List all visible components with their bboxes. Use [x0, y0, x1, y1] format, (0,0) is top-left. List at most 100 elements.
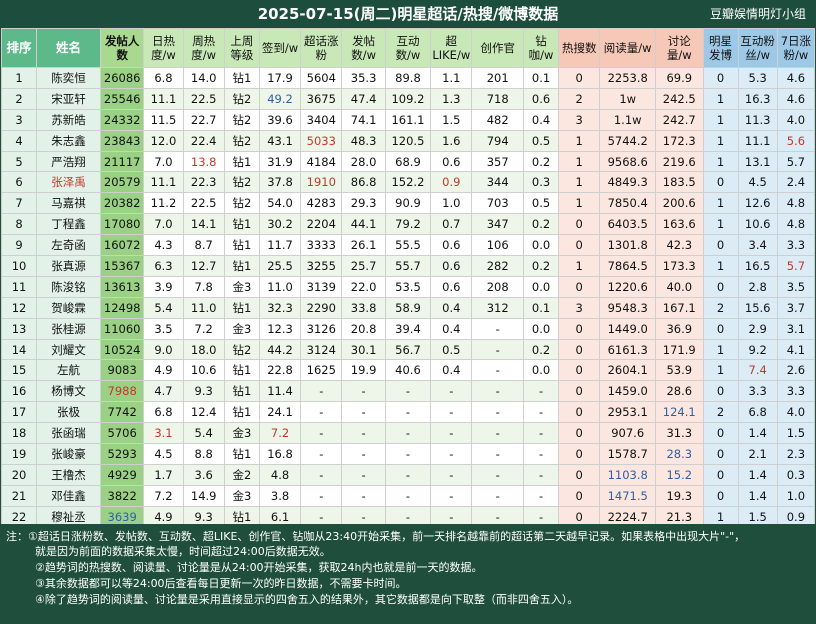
table-cell: 钻2: [223, 171, 260, 194]
table-row[interactable]: 15 左航 9083 4.9 10.6 钻1 22.8 1625 19.9 40.6 0.4-0.0…: [0, 359, 816, 382]
name-cell: 张桂源: [36, 317, 102, 340]
table-cell: 4.8: [776, 192, 816, 215]
table-cell: 0.6: [430, 275, 473, 298]
table-cell: 30.1: [341, 338, 386, 361]
table-cell: -: [430, 401, 473, 424]
column-header[interactable]: 超LIKE/w: [430, 28, 473, 68]
table-row[interactable]: 3 苏新皓 24332 11.5 22.7 钻2 39.6 3404 74.1 161.1 1.5 4…: [0, 108, 816, 131]
table-cell: 7: [0, 192, 38, 215]
table-cell: 13.1: [737, 150, 778, 173]
table-cell: 钻1: [223, 401, 260, 424]
table-cell: 0: [558, 380, 601, 403]
table-cell: -: [341, 484, 386, 507]
column-header[interactable]: 发帖数/w: [341, 28, 386, 68]
table-cell: 31.3: [655, 422, 704, 445]
table-cell: 4.1: [776, 338, 816, 361]
table-row[interactable]: 8 丁程鑫 17080 7.0 14.1 钻1 30.2 2204 44.1 79.2 0.7 347…: [0, 213, 816, 236]
table-cell: 4.0: [776, 401, 816, 424]
table-cell: 29.3: [341, 192, 386, 215]
table-cell: 7.8: [182, 275, 225, 298]
table-cell: 9548.3: [599, 296, 657, 319]
column-header[interactable]: 周热度/w: [182, 28, 225, 68]
table-row[interactable]: 18 张函瑞 5706 3.1 5.4 金3 7.2- - - - - -0 907.6 31.3 0 1.4…: [0, 422, 816, 445]
table-cell: 5.7: [776, 255, 816, 277]
table-cell: 49.2: [258, 87, 302, 110]
column-header[interactable]: 发帖人数: [100, 28, 145, 68]
table-cell: 3333: [300, 234, 343, 257]
table-cell: 19: [0, 443, 38, 465]
table-cell: 0.0: [522, 317, 560, 340]
note-line: ②趋势词的热搜数、阅读量、讨论量是从24:00开始采集，获取24h内也就是前一天…: [35, 561, 483, 574]
table-cell: 9.3: [182, 380, 225, 403]
table-cell: 0.6: [430, 255, 473, 277]
column-header[interactable]: 超话涨粉: [300, 28, 343, 68]
table-row[interactable]: 21 邓佳鑫 3822 7.2 14.9 金3 3.8- - - - - -0 1471.5 19.3 0 1…: [0, 484, 816, 507]
column-header[interactable]: 阅读量/w: [599, 28, 657, 68]
table-cell: -: [522, 443, 560, 465]
table-cell: 58.9: [384, 296, 432, 319]
table-row[interactable]: 22 穆祉丞 3639 4.9 9.3 钻1 6.1- - - - - -0 2224.7 21.3 1 1.…: [0, 505, 816, 528]
table-cell: 26.1: [341, 234, 386, 257]
table-cell: 3.3: [737, 380, 778, 403]
column-header[interactable]: 姓名: [36, 28, 102, 68]
table-row[interactable]: 14 刘耀文 10524 9.0 18.0 钻2 44.2 3124 30.1 56.7 0.5-0…: [0, 338, 816, 361]
table-cell: 0.3: [776, 463, 816, 486]
column-header[interactable]: 签到/w: [258, 28, 302, 68]
table-cell: 0.9: [430, 171, 473, 194]
table-row[interactable]: 7 马嘉祺 20382 11.2 22.5 钻2 54.0 4283 29.3 90.9 1.0 70…: [0, 192, 816, 215]
table-cell: 7850.4: [599, 192, 657, 215]
table-row[interactable]: 6 张泽禹 20579 11.1 22.3 钻2 37.8 1910 86.8 152.2 0.9 3…: [0, 171, 816, 194]
column-header[interactable]: 明星发博: [702, 28, 739, 68]
table-row[interactable]: 1 陈奕恒 26086 6.8 14.0 钻1 17.9 5604 35.3 89.8 1.1 201…: [0, 67, 816, 89]
table-cell: 钻1: [223, 359, 260, 382]
table-cell: 1.5: [737, 505, 778, 528]
table-cell: 7.2: [258, 422, 302, 445]
table-row[interactable]: 20 王橹杰 4929 1.7 3.6 金2 4.8- - - - - -0 1103.8 15.2 0 1.…: [0, 463, 816, 486]
table-row[interactable]: 13 张桂源 11060 3.5 7.2 金3 12.3 3126 20.8 39.4 0.4-0.…: [0, 317, 816, 340]
table-cell: 171.9: [655, 338, 704, 361]
page-title: 2025-07-15(周二)明星超话/热搜/微博数据: [257, 5, 559, 23]
table-cell: 90.9: [384, 192, 432, 215]
table-cell: 1.0: [776, 484, 816, 507]
table-row[interactable]: 9 左奇函 16072 4.3 8.7 钻1 11.7 3333 26.1 55.5 0.6 106 0…: [0, 234, 816, 257]
table-cell: 22.8: [258, 359, 302, 382]
column-header[interactable]: 互动数/w: [384, 28, 432, 68]
table-cell: 357: [471, 150, 524, 173]
table-cell: 312: [471, 296, 524, 319]
table-row[interactable]: 11 陈浚铭 13613 3.9 7.8 金3 11.0 3139 22.0 53.5 0.6 208…: [0, 275, 816, 298]
table-cell: 2290: [300, 296, 343, 319]
column-header[interactable]: 热搜数: [558, 28, 601, 68]
column-header[interactable]: 讨论量/w: [655, 28, 704, 68]
table-row[interactable]: 2 宋亚轩 25546 11.1 22.5 钻2 49.2 3675 47.4 109.2 1.3 7…: [0, 87, 816, 110]
column-header[interactable]: 互动粉丝/w: [737, 28, 778, 68]
table-cell: 0: [702, 317, 739, 340]
table-cell: 242.5: [655, 87, 704, 110]
table-row[interactable]: 17 张极 7742 6.8 12.4 钻1 24.1- - - - - -0 2953.1 124.1 2…: [0, 401, 816, 424]
table-row[interactable]: 5 严浩翔 21117 7.0 13.8 钻1 31.9 4184 28.0 68.9 0.6 357…: [0, 150, 816, 173]
table-row[interactable]: 16 杨博文 7988 4.7 9.3 钻1 11.4- - - - - -0 1459.0 28.6 0 3…: [0, 380, 816, 403]
table-cell: 3124: [300, 338, 343, 361]
column-header[interactable]: 7日涨粉/w: [776, 28, 816, 68]
table-cell: 12.7: [182, 255, 225, 277]
table-cell: 39.4: [384, 317, 432, 340]
table-row[interactable]: 19 张峻豪 5293 4.5 8.8 钻1 16.8- - - - - -0 1578.7 28.3 0 2…: [0, 443, 816, 465]
table-cell: 12.0: [143, 129, 184, 152]
table-cell: 5604: [300, 67, 343, 89]
column-header[interactable]: 日热度/w: [143, 28, 184, 68]
table-cell: 7.0: [143, 213, 184, 236]
table-cell: 22.5: [182, 87, 225, 110]
table-cell: 22.5: [182, 192, 225, 215]
table-row[interactable]: 10 张真源 15367 6.3 12.7 钻1 25.5 3255 25.7 55.7 0.6 28…: [0, 255, 816, 277]
table-cell: 0.4: [430, 359, 473, 382]
table-cell: 4.5: [143, 443, 184, 465]
column-header[interactable]: 上周等级: [223, 28, 260, 68]
column-header[interactable]: 排序: [0, 28, 38, 68]
table-cell: 2.4: [776, 171, 816, 194]
table-cell: 794: [471, 129, 524, 152]
table-cell: 18.0: [182, 338, 225, 361]
table-row[interactable]: 12 贺峻霖 12498 5.4 11.0 钻1 32.3 2290 33.8 58.9 0.4 31…: [0, 296, 816, 319]
table-cell: 钻2: [223, 87, 260, 110]
column-header[interactable]: 创作官: [471, 28, 524, 68]
column-header[interactable]: 钻咖/w: [522, 28, 560, 68]
table-row[interactable]: 4 朱志鑫 23843 12.0 22.4 钻2 43.1 5033 48.3 120.5 1.6 7…: [0, 129, 816, 152]
